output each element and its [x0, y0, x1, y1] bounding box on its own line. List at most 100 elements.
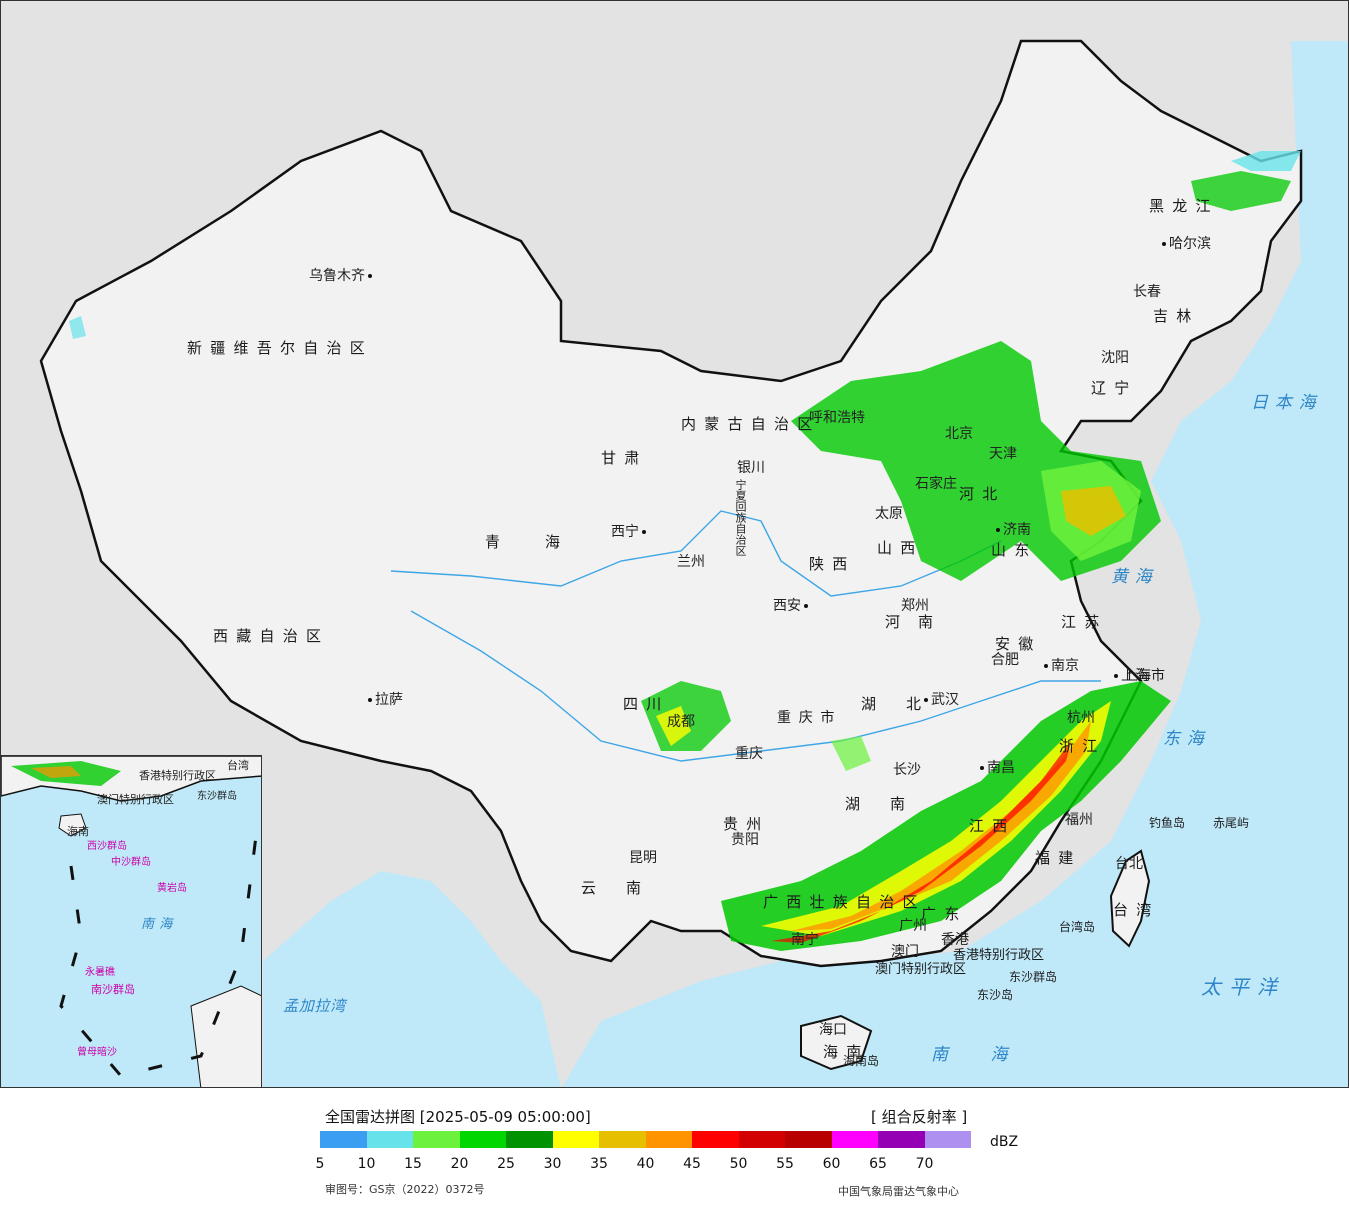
- map-canvas: [39, 39, 1348, 1087]
- prov-jiangsu: 江苏: [1061, 613, 1108, 631]
- city-hongkong: 香港: [941, 932, 969, 948]
- sea-bay-of-bengal: 孟加拉湾: [283, 997, 347, 1015]
- legend-swatch: [506, 1131, 553, 1148]
- yangtze-river: [410, 610, 1101, 762]
- data-source: 中国气象局雷达气象中心: [838, 1185, 959, 1198]
- prov-fujian: 福建: [1035, 849, 1082, 867]
- hainan-island: [800, 1014, 873, 1071]
- legend-swatch: [645, 1131, 692, 1148]
- inset-radar-core: [31, 766, 81, 778]
- inset-hainan: [58, 813, 87, 837]
- city-beijing: 北京: [945, 426, 973, 442]
- city-shenyang: 沈阳: [1101, 350, 1129, 366]
- prov-anhui: 安徽: [995, 635, 1042, 653]
- city-guangzhou: 广州: [899, 918, 927, 934]
- city-jinan: 济南: [993, 523, 1031, 537]
- prov-guangxi: 广西壮族自治区: [763, 893, 926, 911]
- prov-gansu: 甘肃: [601, 449, 648, 467]
- city-urumqi: 乌鲁木齐: [309, 269, 375, 283]
- city-fuzhou: 福州: [1065, 812, 1093, 828]
- legend-title: 全国雷达拼图 [2025-05-09 05:00:00]: [325, 1108, 591, 1126]
- city-nanchang: 南昌: [977, 761, 1015, 775]
- inset-macau: 澳门特别行政区: [97, 793, 174, 806]
- prov-jiangxi: 江西: [969, 817, 1016, 835]
- city-lhasa: 拉萨: [365, 693, 403, 707]
- legend-swatch: [413, 1131, 460, 1148]
- city-chongqing: 重庆: [735, 746, 763, 762]
- city-wuhan: 武汉: [921, 693, 959, 707]
- prov-chongqing: 重庆市: [777, 710, 843, 726]
- island-hainan: 海南岛: [843, 1054, 880, 1068]
- inset-canvas: [1, 756, 261, 1087]
- city-xian: 西安: [773, 599, 811, 613]
- legend-tick-label: 40: [636, 1156, 655, 1172]
- island-dongsha-group: 东沙群岛: [1009, 970, 1058, 984]
- city-nanning: 南宁: [791, 932, 819, 948]
- legend-tick-label: 5: [315, 1156, 325, 1172]
- prov-hebei: 河北: [959, 485, 1006, 503]
- radar-echoes: [69, 151, 1301, 951]
- city-zhengzhou: 郑州: [901, 598, 929, 614]
- inset-hk: 香港特别行政区: [139, 769, 216, 782]
- inset-south-sea: 南海: [141, 917, 178, 932]
- legend-swatch: [320, 1131, 367, 1148]
- island-diaoyu: 钓鱼岛: [1149, 816, 1186, 830]
- legend-tick-label: 55: [776, 1156, 794, 1172]
- city-haikou: 海口: [819, 1022, 847, 1038]
- prov-xizang: 西藏自治区: [213, 627, 330, 645]
- prov-hainan: 海南: [823, 1043, 870, 1061]
- yellow-river: [390, 510, 1002, 597]
- prov-guangdong: 广东: [921, 905, 968, 923]
- prov-hk-sar: 香港特别行政区: [953, 948, 1045, 963]
- city-harbin: 哈尔滨: [1159, 237, 1211, 251]
- prov-qinghai: 青海: [485, 533, 606, 551]
- inset-zhongsha: 中沙群岛: [111, 857, 151, 868]
- legend-tick-label: 15: [404, 1156, 422, 1172]
- legend-tick-label: 50: [729, 1156, 748, 1172]
- legend-swatch: [878, 1131, 925, 1148]
- legend-tick-label: 30: [543, 1156, 562, 1172]
- city-shanghai: 上海: [1111, 669, 1149, 683]
- city-macau: 澳门: [891, 944, 919, 960]
- inset-nansha: 南沙群岛: [91, 983, 135, 996]
- legend-ticks: 5 10 15 20 25 30 35 40 45 50 55 60 65 70: [300, 1156, 980, 1174]
- sea-yellow: 黄海: [1111, 567, 1159, 587]
- city-tianjin: 天津: [989, 446, 1017, 462]
- legend-unit: dBZ: [990, 1134, 1019, 1150]
- city-yinchuan: 银川: [737, 460, 765, 476]
- inset-huangyan: 黄岩岛: [157, 883, 187, 894]
- inset-yongshu: 永暑礁: [85, 967, 115, 978]
- legend-swatch: [831, 1131, 878, 1148]
- sea-east: [562, 41, 1348, 1087]
- legend-tick-label: 10: [357, 1156, 376, 1172]
- prov-shanghai: 上海市: [1123, 668, 1165, 684]
- prov-heilongjiang: 黑龙江: [1149, 197, 1219, 215]
- map-approval-number: 审图号：GS京（2022）0372号: [325, 1183, 485, 1196]
- south-china-sea-inset: 香港特别行政区 澳门特别行政区 台湾 东沙群岛 海南 西沙群岛 中沙群岛 黄岩岛…: [1, 755, 262, 1087]
- legend-swatch: [692, 1131, 739, 1148]
- inset-taiwan: 台湾: [227, 759, 249, 772]
- city-taiyuan: 太原: [875, 506, 903, 522]
- inset-zengmu: 曾母暗沙: [77, 1047, 117, 1058]
- sea-japan: 日本海: [1251, 393, 1323, 413]
- legend-tick-label: 70: [915, 1156, 934, 1172]
- prov-xinjiang: 新疆维吾尔自治区: [187, 339, 374, 357]
- prov-macau-sar: 澳门特别行政区: [875, 962, 967, 977]
- prov-taiwan: 台湾: [1113, 901, 1160, 919]
- city-taipei: 台北: [1115, 856, 1143, 872]
- legend-tick-label: 65: [869, 1156, 887, 1172]
- taiwan-island: [1109, 849, 1151, 948]
- prov-liaoning: 辽宁: [1091, 379, 1138, 397]
- city-nanjing: 南京: [1041, 659, 1079, 673]
- legend-swatch: [785, 1131, 832, 1148]
- prov-hubei: 湖北: [861, 695, 952, 713]
- city-shijiazhuang: 石家庄: [915, 476, 957, 492]
- sea-south-china: 南海: [931, 1045, 1050, 1065]
- sea-pacific: 太平洋: [1201, 975, 1285, 999]
- prov-shanxi: 山西: [877, 539, 924, 557]
- legend-swatch: [924, 1131, 971, 1148]
- city-hefei: 合肥: [991, 652, 1019, 668]
- city-guiyang: 贵阳: [731, 832, 759, 848]
- prov-zhejiang: 浙江: [1059, 737, 1106, 755]
- city-kunming: 昆明: [629, 850, 657, 866]
